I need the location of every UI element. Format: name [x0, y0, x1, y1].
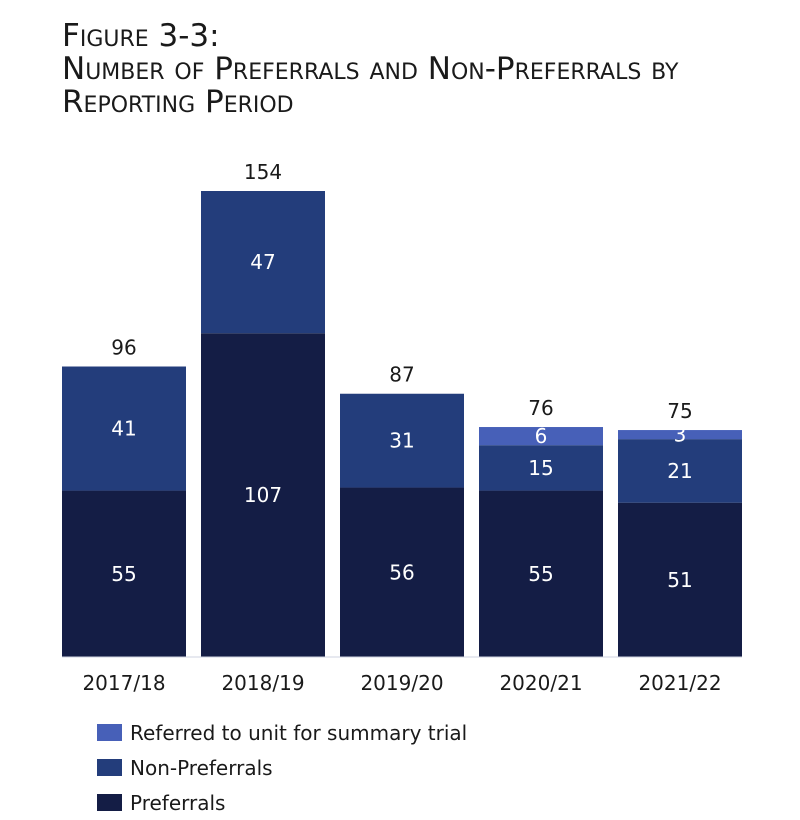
x-tick-label-2018-19: 2018/19	[221, 671, 304, 695]
x-tick-label-2019-20: 2019/20	[360, 671, 443, 695]
data-label-non-preferrals-2017-18: 41	[111, 417, 136, 441]
x-tick-label-2021-22: 2021/22	[638, 671, 721, 695]
x-tick-label-2017-18: 2017/18	[82, 671, 165, 695]
total-label-2017-18: 96	[111, 336, 136, 360]
bar-segment-non-preferrals-2017-18	[62, 366, 186, 491]
data-label-non-preferrals-2021-22: 21	[667, 459, 692, 483]
data-label-preferrals-2017-18: 55	[111, 562, 136, 586]
total-label-2021-22: 75	[667, 399, 692, 423]
title-line-1: Figure 3-3:	[62, 18, 220, 54]
legend: Referred to unit for summary trial Non-P…	[97, 715, 467, 820]
chart-title: Figure 3-3: Number of Preferrals and Non…	[62, 20, 679, 119]
legend-swatch-referred	[97, 724, 122, 741]
bar-segment-referred-2020-21	[479, 427, 603, 446]
title-line-3: Reporting Period	[62, 84, 294, 120]
data-label-preferrals-2020-21: 55	[528, 562, 553, 586]
legend-swatch-non-preferrals	[97, 759, 122, 776]
bar-segment-preferrals-2018-19	[201, 333, 325, 657]
bar-segment-preferrals-2021-22	[618, 502, 742, 657]
bar-segment-non-preferrals-2019-20	[340, 393, 464, 488]
data-label-referred-2021-22: 3	[674, 423, 687, 447]
bar-segment-non-preferrals-2021-22	[618, 439, 742, 503]
data-label-preferrals-2019-20: 56	[389, 560, 414, 584]
legend-label-non-preferrals: Non-Preferrals	[130, 755, 273, 780]
data-label-non-preferrals-2018-19: 47	[250, 250, 275, 274]
bar-segment-preferrals-2019-20	[340, 487, 464, 657]
data-label-preferrals-2021-22: 51	[667, 568, 692, 592]
data-label-non-preferrals-2020-21: 15	[528, 456, 553, 480]
total-label-2018-19: 154	[244, 160, 282, 184]
title-line-2: Number of Preferrals and Non-Preferrals …	[62, 51, 679, 87]
total-label-2019-20: 87	[389, 363, 414, 387]
x-tick-label-2020-21: 2020/21	[499, 671, 582, 695]
total-label-2020-21: 76	[528, 396, 553, 420]
legend-label-referred: Referred to unit for summary trial	[130, 720, 468, 745]
bar-segment-preferrals-2020-21	[479, 490, 603, 657]
data-label-preferrals-2018-19: 107	[244, 483, 282, 507]
legend-label-preferrals: Preferrals	[130, 790, 226, 815]
data-label-referred-2020-21: 6	[535, 424, 548, 448]
bar-segment-referred-2021-22	[618, 430, 742, 440]
bar-segment-non-preferrals-2018-19	[201, 191, 325, 334]
legend-item-referred: Referred to unit for summary trial	[97, 715, 467, 750]
legend-swatch-preferrals	[97, 794, 122, 811]
legend-item-non-preferrals: Non-Preferrals	[97, 750, 467, 785]
bar-segment-preferrals-2017-18	[62, 490, 186, 657]
bar-segment-non-preferrals-2020-21	[479, 445, 603, 491]
legend-item-preferrals: Preferrals	[97, 785, 467, 820]
data-label-non-preferrals-2019-20: 31	[389, 429, 414, 453]
